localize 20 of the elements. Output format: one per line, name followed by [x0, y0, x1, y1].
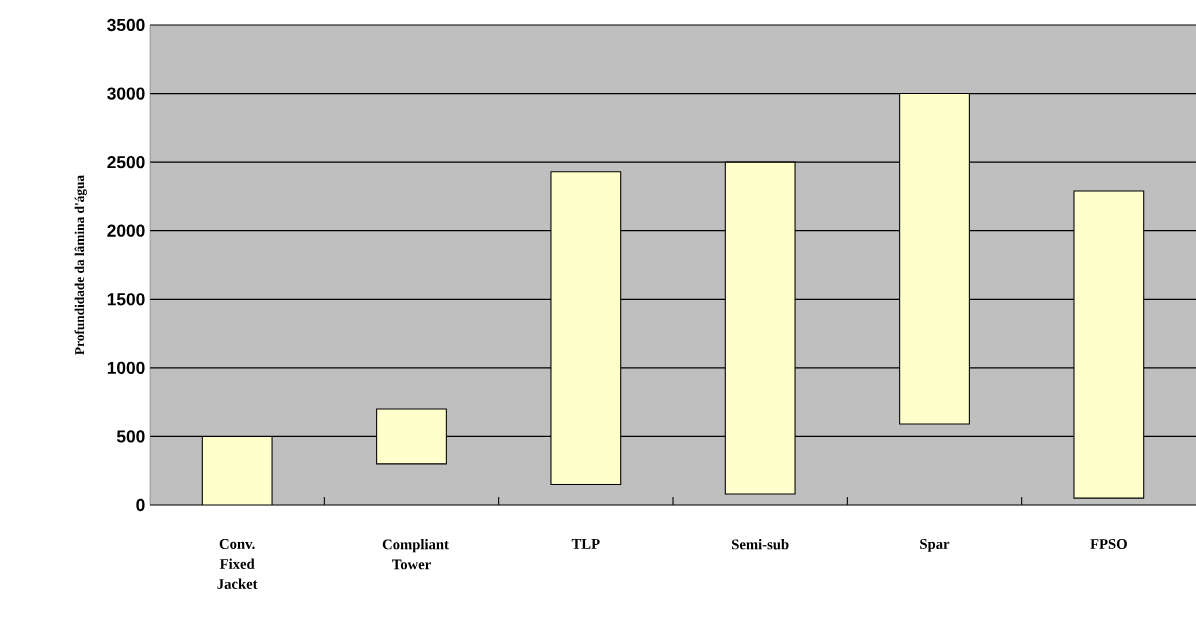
y-tick-label: 2000 [107, 224, 145, 237]
x-tick-label: TLP [571, 539, 600, 549]
y-tick-label: 1000 [107, 361, 145, 374]
bar [550, 171, 622, 485]
bar [724, 161, 796, 495]
bar [376, 408, 447, 465]
y-tick-label: 1500 [107, 293, 145, 306]
y-tick-label: 3500 [107, 18, 145, 32]
bar [1073, 190, 1145, 499]
y-tick-label: 500 [116, 430, 145, 443]
x-tick-label: Conv. Fixed Jacket [217, 539, 258, 589]
y-tick-label: 3000 [107, 87, 145, 100]
x-tick-label: Compliant Tower [382, 539, 449, 570]
bar [899, 93, 970, 425]
x-tick-label: Spar [920, 539, 950, 552]
x-tick-label: Semi-sub [732, 539, 789, 550]
y-tick-label: 2500 [107, 156, 145, 169]
x-tick-label: FPSO [1090, 539, 1127, 549]
y-tick-label: 0 [136, 498, 145, 512]
y-axis-title: Profundidade da lâmina d'água [74, 175, 87, 355]
